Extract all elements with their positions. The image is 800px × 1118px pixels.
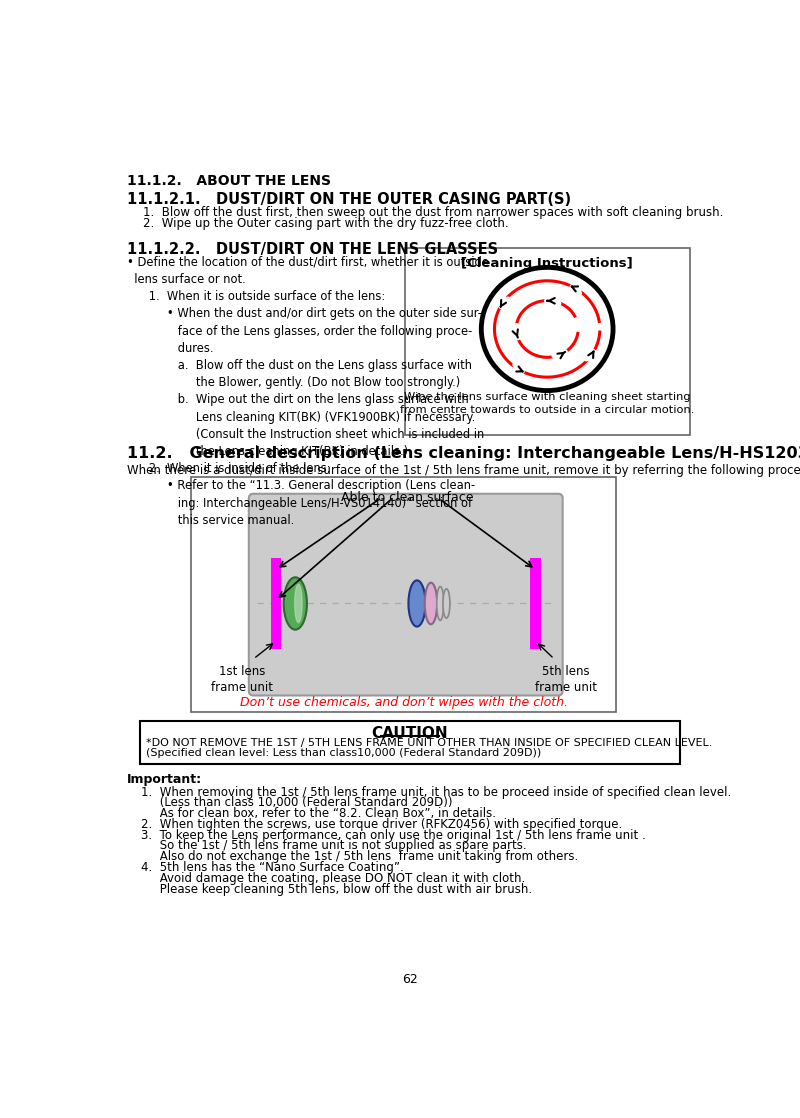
Text: 11.1.2.1.   DUST/DIRT ON THE OUTER CASING PART(S): 11.1.2.1. DUST/DIRT ON THE OUTER CASING … xyxy=(127,192,571,207)
Text: 4.  5th lens has the “Nano Surface Coating”.: 4. 5th lens has the “Nano Surface Coatin… xyxy=(141,861,404,874)
Text: Avoid damage the coating, please DO NOT clean it with cloth.: Avoid damage the coating, please DO NOT … xyxy=(141,872,526,884)
Text: Also do not exchange the 1st / 5th lens  frame unit taking from others.: Also do not exchange the 1st / 5th lens … xyxy=(141,851,578,863)
Text: Please keep cleaning 5th lens, blow off the dust with air brush.: Please keep cleaning 5th lens, blow off … xyxy=(141,882,532,896)
Text: 1.  When removing the 1st / 5th lens frame unit, it has to be proceed inside of : 1. When removing the 1st / 5th lens fram… xyxy=(141,786,731,798)
Bar xyxy=(405,248,690,435)
Ellipse shape xyxy=(437,587,444,620)
Text: 11.1.2.   ABOUT THE LENS: 11.1.2. ABOUT THE LENS xyxy=(127,174,331,188)
Bar xyxy=(191,476,616,712)
Text: So the 1st / 5th lens frame unit is not supplied as spare parts.: So the 1st / 5th lens frame unit is not … xyxy=(141,840,526,853)
Text: CAUTION: CAUTION xyxy=(372,726,448,740)
Bar xyxy=(270,558,282,648)
Text: Don’t use chemicals, and don’t wipes with the cloth.: Don’t use chemicals, and don’t wipes wit… xyxy=(240,697,568,709)
Text: Wipe the lens surface with cleaning sheet starting
from centre towards to outsid: Wipe the lens surface with cleaning shee… xyxy=(400,392,694,415)
Text: As for clean box, refer to the “8.2. Clean Box”, in details.: As for clean box, refer to the “8.2. Cle… xyxy=(141,807,496,821)
Text: 1st lens
frame unit: 1st lens frame unit xyxy=(211,665,273,694)
Text: • Define the location of the dust/dirt first, whether it is outside
  lens surfa: • Define the location of the dust/dirt f… xyxy=(127,256,489,527)
Text: 3.  To keep the Lens performance, can only use the original 1st / 5th lens frame: 3. To keep the Lens performance, can onl… xyxy=(141,828,646,842)
Text: 2.  When tighten the screws, use torque driver (RFKZ0456) with specified torque.: 2. When tighten the screws, use torque d… xyxy=(141,818,622,831)
Text: 5th lens
frame unit: 5th lens frame unit xyxy=(534,665,597,694)
Text: 62: 62 xyxy=(402,974,418,986)
Text: When there is a dust/dirt inside surface of the 1st / 5th lens frame unit, remov: When there is a dust/dirt inside surface… xyxy=(127,464,800,476)
Text: (Less than class 10,000 (Federal Standard 209D)): (Less than class 10,000 (Federal Standar… xyxy=(141,796,453,809)
Text: 2.  Wipe up the Outer casing part with the dry fuzz-free cloth.: 2. Wipe up the Outer casing part with th… xyxy=(142,217,508,230)
Text: 11.2.   General description (Lens cleaning: Interchangeable Lens/H-HS12035): 11.2. General description (Lens cleaning… xyxy=(127,446,800,461)
Text: (Specified clean level: Less than class10,000 (Federal Standard 209D)): (Specified clean level: Less than class1… xyxy=(146,748,542,758)
Ellipse shape xyxy=(482,267,613,390)
Ellipse shape xyxy=(409,580,426,626)
Text: [Cleaning Instructions]: [Cleaning Instructions] xyxy=(462,257,633,271)
Ellipse shape xyxy=(294,585,302,623)
Text: Important:: Important: xyxy=(127,774,202,786)
Ellipse shape xyxy=(425,582,437,624)
Bar xyxy=(530,558,541,648)
Ellipse shape xyxy=(443,589,450,618)
FancyBboxPatch shape xyxy=(249,494,562,695)
Text: 1.  Blow off the dust first, then sweep out the dust from narrower spaces with s: 1. Blow off the dust first, then sweep o… xyxy=(142,206,723,219)
Bar xyxy=(140,721,680,764)
Text: *DO NOT REMOVE THE 1ST / 5TH LENS FRAME UNIT OTHER THAN INSIDE OF SPECIFIED CLEA: *DO NOT REMOVE THE 1ST / 5TH LENS FRAME … xyxy=(146,738,713,748)
Text: Able to clean surface: Able to clean surface xyxy=(342,491,474,504)
Text: 11.1.2.2.   DUST/DIRT ON THE LENS GLASSES: 11.1.2.2. DUST/DIRT ON THE LENS GLASSES xyxy=(127,241,498,257)
Ellipse shape xyxy=(284,577,307,629)
